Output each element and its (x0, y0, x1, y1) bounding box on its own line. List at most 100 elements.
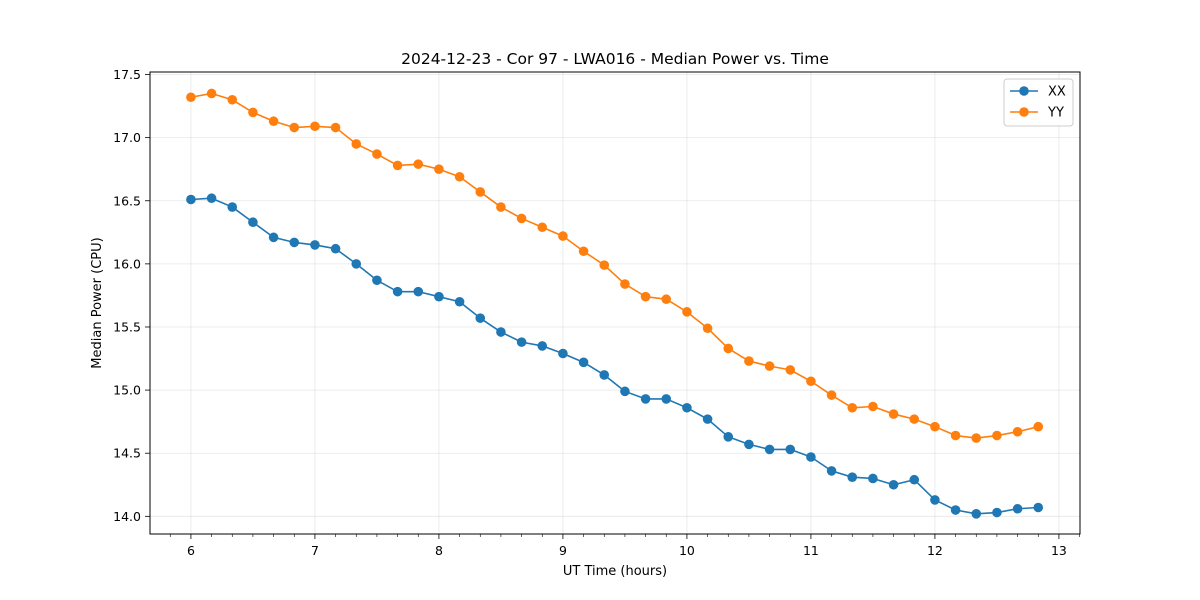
x-tick-label: 6 (187, 543, 195, 558)
x-tick-label: 12 (927, 543, 943, 558)
data-point-xx (268, 232, 279, 243)
data-point-yy (351, 139, 362, 149)
data-point-yy (186, 92, 196, 103)
data-point-yy (496, 202, 506, 212)
data-point-yy (640, 291, 651, 302)
data-point-yy (392, 160, 403, 171)
data-point-yy (950, 430, 961, 441)
data-point-yy (475, 187, 486, 197)
data-point-yy (744, 356, 754, 366)
y-tick-label: 17.5 (113, 67, 141, 82)
y-tick-label: 14.0 (113, 509, 141, 524)
data-point-xx (227, 202, 238, 212)
y-tick-label: 16.0 (113, 256, 141, 271)
data-point-yy (289, 122, 300, 133)
data-point-xx (289, 237, 300, 248)
grid-lines (150, 72, 1080, 534)
data-point-xx (372, 275, 382, 286)
data-point-xx (392, 286, 403, 297)
data-point-xx (413, 286, 424, 297)
y-tick-label: 16.5 (113, 193, 141, 208)
data-point-xx (186, 194, 196, 205)
data-point-xx (330, 243, 341, 254)
legend-marker-yy (1019, 107, 1029, 117)
data-point-yy (723, 343, 734, 354)
data-point-xx (826, 466, 837, 476)
data-point-yy (702, 323, 713, 334)
data-point-xx (806, 452, 816, 462)
data-point-xx (992, 507, 1002, 518)
data-point-yy (434, 164, 444, 174)
data-point-yy (826, 390, 837, 400)
legend-label-xx: XX (1048, 85, 1066, 100)
data-point-yy (413, 159, 424, 169)
data-point-xx (785, 444, 796, 455)
data-point-yy (268, 116, 279, 127)
y-tick-label: 15.0 (113, 383, 141, 398)
x-tick-label: 11 (803, 543, 819, 558)
legend-label-yy: YY (1047, 106, 1064, 121)
data-point-yy (888, 409, 899, 419)
data-point-xx (578, 357, 589, 368)
data-point-yy (227, 94, 238, 105)
data-point-yy (599, 260, 610, 270)
y-axis-label: Median Power (CPU) (90, 237, 105, 368)
data-point-xx (702, 414, 713, 424)
data-point-yy (310, 121, 320, 132)
plot-series (186, 88, 1044, 519)
data-point-yy (785, 365, 796, 375)
axes-ticks: 6 7 8 9 10 11 12 13 14.0 14.5 15.0 15.5 16.0 16.5 17.0… (113, 67, 1080, 558)
data-point-xx (744, 439, 754, 450)
data-point-xx (475, 313, 486, 323)
data-point-xx (496, 327, 506, 337)
data-point-yy (248, 107, 258, 118)
data-point-yy (682, 307, 692, 317)
data-point-xx (888, 479, 899, 490)
data-point-yy (661, 294, 672, 305)
y-tick-label: 14.5 (113, 446, 141, 461)
x-tick-label: 13 (1051, 543, 1067, 558)
data-point-xx (351, 259, 362, 269)
data-point-yy (992, 430, 1002, 441)
data-point-yy (971, 433, 982, 443)
data-point-xx (558, 348, 568, 359)
data-point-yy (1033, 421, 1044, 432)
data-point-xx (454, 296, 465, 307)
data-point-xx (516, 337, 527, 347)
data-point-yy (454, 171, 465, 182)
x-axis-label: UT Time (hours) (563, 564, 667, 579)
data-point-yy (330, 122, 341, 133)
data-point-xx (248, 217, 258, 228)
data-point-yy (806, 376, 816, 387)
data-point-xx (847, 472, 858, 483)
data-point-xx (930, 495, 940, 505)
plot-frame (149, 71, 1081, 535)
data-point-xx (909, 474, 920, 485)
x-tick-label: 8 (435, 543, 443, 558)
data-point-yy (847, 402, 858, 413)
data-point-yy (764, 361, 775, 371)
data-point-xx (537, 341, 548, 351)
legend: XX YY (1003, 78, 1074, 127)
data-point-xx (971, 509, 982, 519)
data-point-xx (661, 394, 672, 404)
data-point-xx (620, 386, 630, 397)
data-point-yy (578, 246, 589, 257)
x-tick-label: 10 (679, 543, 695, 558)
x-tick-label: 9 (559, 543, 567, 558)
data-point-yy (620, 279, 630, 289)
data-point-xx (599, 370, 610, 380)
chart-title: 2024-12-23 - Cor 97 - LWA016 - Median Po… (401, 50, 829, 68)
data-point-yy (558, 231, 568, 241)
data-point-yy (1012, 426, 1023, 437)
data-point-yy (537, 222, 548, 233)
data-point-xx (723, 432, 734, 442)
data-point-xx (640, 394, 651, 404)
data-point-yy (372, 149, 382, 159)
data-point-yy (930, 421, 940, 432)
data-point-xx (950, 505, 961, 515)
y-tick-label: 17.0 (113, 130, 141, 145)
data-point-xx (868, 473, 878, 484)
